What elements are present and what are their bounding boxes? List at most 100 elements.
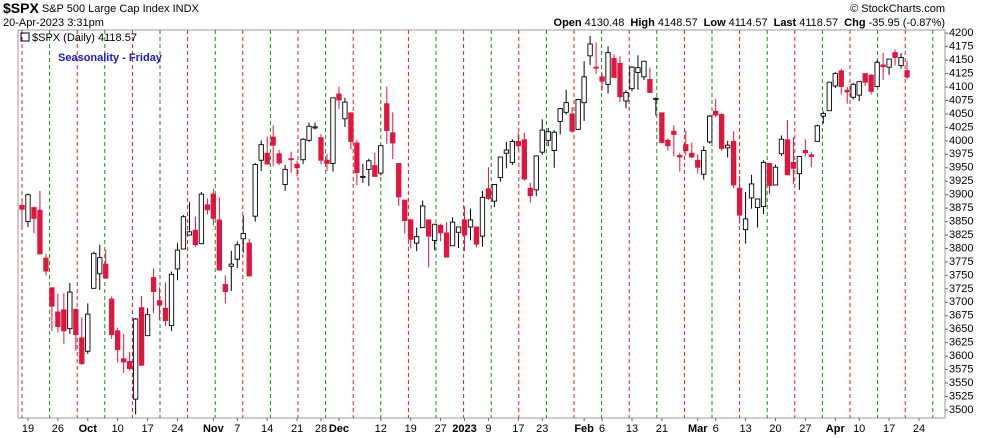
x-tick-label: 27 (434, 423, 446, 435)
candle-body (557, 108, 563, 122)
seasonality-lines (21, 30, 934, 418)
candle-body (473, 226, 480, 245)
candle-body (437, 224, 444, 234)
x-tick-label: Apr (826, 423, 846, 435)
x-tick-label: 9 (485, 423, 491, 435)
x-tick-label: 26 (52, 423, 64, 435)
candle-body (174, 249, 181, 270)
x-tick-label: Feb (574, 423, 594, 435)
x-tick-label: 13 (739, 423, 751, 435)
candle-body (288, 158, 294, 161)
candle-body (892, 52, 898, 58)
y-tick-label: 4125 (949, 67, 973, 79)
x-tick-label: 23 (536, 423, 548, 435)
candle-body (838, 70, 844, 87)
candle-body (724, 144, 731, 149)
candle-body (856, 81, 862, 96)
candle-body (37, 209, 43, 255)
candle-body (587, 43, 593, 57)
candle-body (509, 140, 516, 163)
candle-body (55, 311, 61, 327)
candle-body (109, 298, 115, 336)
y-tick-label: 3750 (949, 269, 973, 281)
y-tick-label: 3900 (949, 189, 973, 201)
candle-body (778, 138, 785, 155)
candle-body (575, 98, 581, 131)
y-tick-label: 4175 (949, 41, 973, 53)
candle-body (497, 156, 504, 178)
candle-body (85, 313, 91, 352)
candle-body (402, 199, 408, 221)
y-tick-label: 4050 (949, 108, 973, 120)
candle-body (599, 76, 605, 82)
candle-body (360, 175, 366, 178)
candle-body (874, 61, 880, 87)
y-tick-label: 4075 (949, 94, 973, 106)
x-tick-label: 21 (291, 423, 303, 435)
x-tick-label: 17 (141, 423, 153, 435)
candle-body (258, 144, 264, 161)
y-tick-label: 3575 (949, 363, 973, 375)
candle-body (527, 187, 533, 197)
candle-body (420, 205, 426, 228)
candle-body (485, 188, 492, 199)
candle-body (503, 149, 510, 154)
candle-body (384, 103, 390, 132)
candle-body (150, 277, 157, 292)
candle-body (282, 168, 288, 185)
candle-body (342, 101, 348, 120)
candle-body (647, 79, 653, 93)
y-tick-label: 3925 (949, 175, 973, 187)
candle-body (300, 138, 306, 161)
candle-body (372, 165, 378, 177)
candle-body (515, 140, 521, 147)
candle-body (808, 154, 815, 157)
candle-body (61, 309, 67, 332)
candle-body (216, 219, 222, 271)
quote-label: Open (554, 17, 582, 29)
y-tick-label: 3650 (949, 323, 973, 335)
candle-body (653, 97, 659, 100)
candle-body (443, 232, 450, 258)
y-tick-label: 3825 (949, 229, 973, 241)
x-tick-label: 19 (405, 423, 417, 435)
candle-body (754, 198, 761, 209)
candle-body (264, 152, 270, 165)
candle-body (683, 144, 689, 151)
y-tick-label: 3875 (949, 202, 973, 214)
y-tick-label: 3800 (949, 242, 973, 254)
legend-icon (20, 32, 30, 42)
candle-body (115, 330, 121, 351)
candle-body (563, 102, 569, 113)
candle-body (126, 361, 133, 369)
y-tick-label: 3725 (949, 283, 973, 295)
candle-body (132, 318, 139, 400)
candle-body (659, 112, 665, 143)
annotation-title: Seasonality - Friday (58, 52, 163, 64)
x-tick-label: 14 (261, 423, 273, 435)
candle-body (222, 284, 228, 292)
credit: © StockCharts.com (850, 3, 945, 15)
candle-body (348, 112, 354, 142)
candle-body (748, 183, 755, 199)
quote-value: 4118.57 (799, 17, 838, 29)
candle-body (312, 126, 318, 129)
x-tick-label: 19 (22, 423, 34, 435)
candle-body (551, 131, 557, 151)
index-name: S&P 500 Large Cap Index (42, 3, 170, 15)
candle-body (144, 314, 151, 337)
candle-body (760, 161, 767, 207)
candle-body (431, 223, 438, 241)
candle-body (623, 91, 629, 102)
x-tick-label: 20 (769, 423, 781, 435)
candle-body (671, 130, 677, 135)
x-tick-label: 28 (315, 423, 327, 435)
candle-body (414, 236, 420, 244)
candle-body (234, 244, 240, 260)
candle-body (826, 81, 832, 112)
candle-body (569, 113, 575, 132)
y-tick-label: 3950 (949, 162, 973, 174)
x-tick-label: 21 (656, 423, 668, 435)
y-tick-label: 3975 (949, 148, 973, 160)
exchange: INDX (173, 3, 200, 15)
